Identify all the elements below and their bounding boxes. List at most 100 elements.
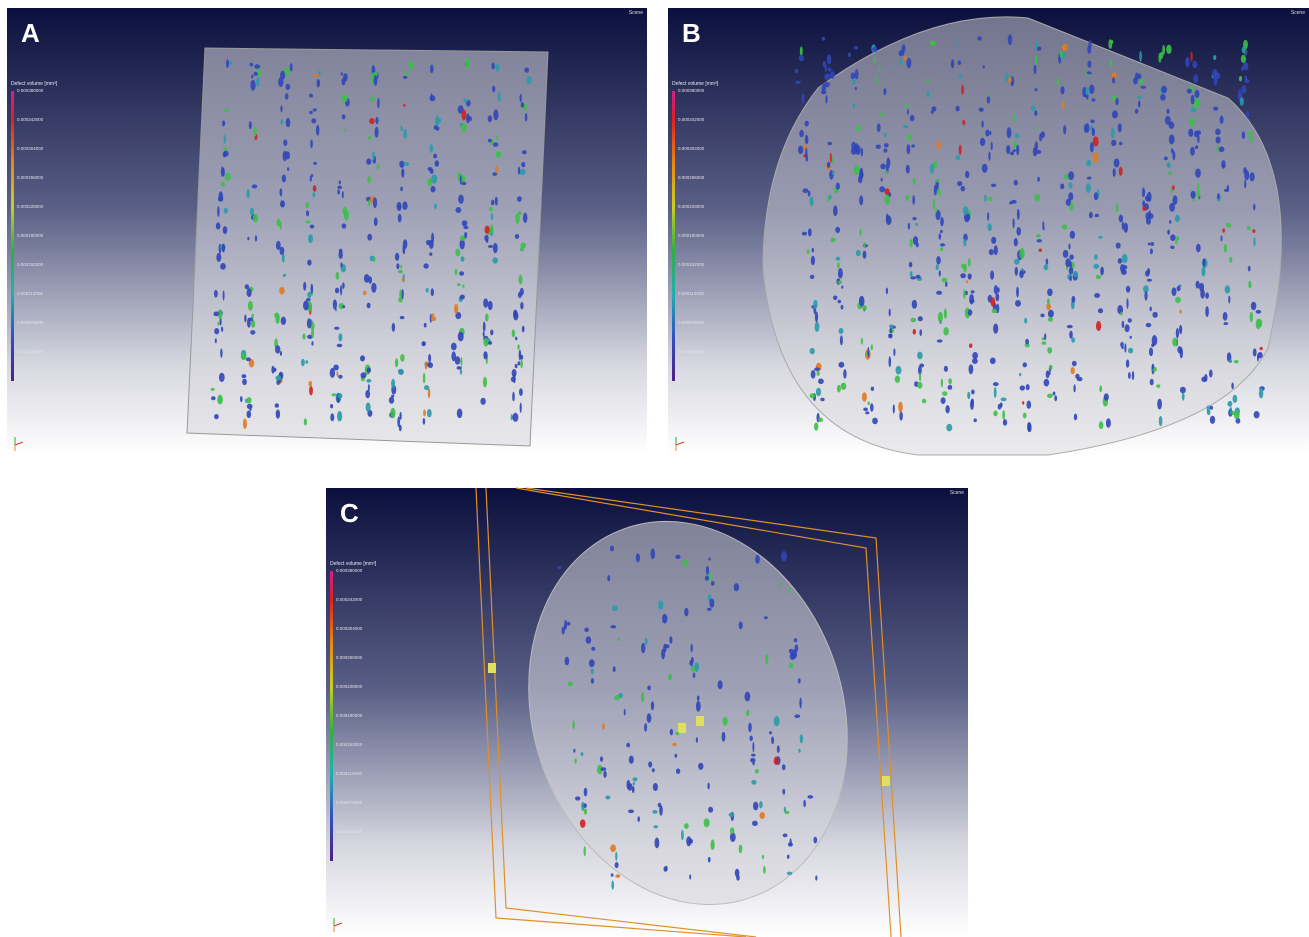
defect [360, 355, 365, 361]
defect [876, 145, 881, 149]
defect [886, 288, 888, 295]
scale-label: 0.000076000 [336, 800, 363, 805]
defect [961, 186, 966, 192]
defect [997, 287, 999, 293]
defect [1072, 361, 1077, 367]
defect [1170, 234, 1176, 241]
defect [815, 875, 817, 880]
defect [1062, 100, 1064, 110]
defect [428, 354, 431, 363]
scale-label: 0.000266000 [17, 175, 44, 180]
defect [831, 238, 836, 243]
defect [1245, 50, 1248, 56]
defect [878, 67, 881, 70]
defect [282, 174, 286, 182]
defect [1062, 44, 1068, 52]
defect [795, 69, 798, 73]
defect [811, 305, 813, 308]
defect [310, 139, 313, 148]
defect [1210, 406, 1214, 410]
defect [246, 357, 251, 361]
defect [1053, 392, 1056, 396]
defect [972, 358, 978, 364]
defect [511, 414, 513, 420]
defect [223, 226, 228, 234]
defect [340, 262, 342, 268]
defect [1073, 384, 1075, 392]
defect [706, 566, 709, 575]
defect [1039, 133, 1042, 141]
defect [915, 223, 918, 226]
defect [919, 373, 921, 381]
defect [1034, 65, 1037, 75]
defect [339, 180, 341, 184]
defect [285, 93, 289, 100]
defect [313, 162, 317, 165]
scale-label: 0.000038000 [678, 349, 705, 354]
defect [1122, 254, 1128, 263]
scale-label: 0.000000000 [336, 858, 363, 863]
defect [943, 327, 949, 335]
defect [461, 256, 465, 261]
defect [1252, 229, 1255, 233]
defect [457, 283, 461, 286]
defect [488, 341, 492, 344]
defect [589, 659, 595, 667]
defect [1019, 248, 1024, 259]
defect [1248, 281, 1251, 289]
defect [1019, 270, 1024, 278]
defect [1162, 45, 1165, 55]
defect [705, 575, 709, 580]
defect [682, 560, 687, 566]
defect [855, 87, 857, 90]
defect [279, 287, 285, 295]
defect [303, 282, 306, 291]
defect [1035, 40, 1037, 50]
defect [240, 396, 243, 402]
defect [807, 795, 813, 799]
defect [810, 275, 815, 279]
defect [280, 247, 285, 255]
defect [676, 768, 680, 774]
defect [361, 372, 367, 378]
defect [913, 178, 916, 185]
defect [1179, 310, 1182, 314]
defect [337, 186, 342, 190]
defect [665, 644, 670, 648]
defect [628, 810, 634, 814]
defect [311, 174, 314, 177]
scale-label: 0.000190000 [17, 233, 44, 238]
defect [339, 251, 343, 259]
defect [1037, 47, 1042, 51]
defect [633, 777, 638, 781]
defect [957, 181, 962, 186]
defect [884, 195, 890, 205]
defect [863, 305, 867, 310]
defect [1240, 97, 1244, 106]
defect [839, 328, 844, 334]
defect [1147, 279, 1152, 282]
defect [512, 413, 518, 422]
defect [430, 144, 434, 152]
defect [496, 136, 498, 140]
defect [825, 95, 827, 104]
defect [584, 628, 588, 633]
defect [669, 636, 672, 643]
defect [435, 160, 439, 167]
defect [752, 821, 758, 826]
defect [1057, 78, 1059, 86]
defect [681, 830, 684, 841]
defect [526, 76, 532, 84]
defect [647, 686, 651, 691]
defect [651, 548, 656, 559]
defect [400, 265, 402, 269]
defect [425, 361, 428, 370]
defect [1116, 243, 1121, 249]
defect [994, 387, 997, 398]
defect [991, 142, 993, 150]
defect [1044, 379, 1050, 387]
defect [1217, 145, 1219, 153]
defect [1054, 395, 1057, 401]
defect [1166, 109, 1169, 115]
defect [375, 117, 378, 124]
